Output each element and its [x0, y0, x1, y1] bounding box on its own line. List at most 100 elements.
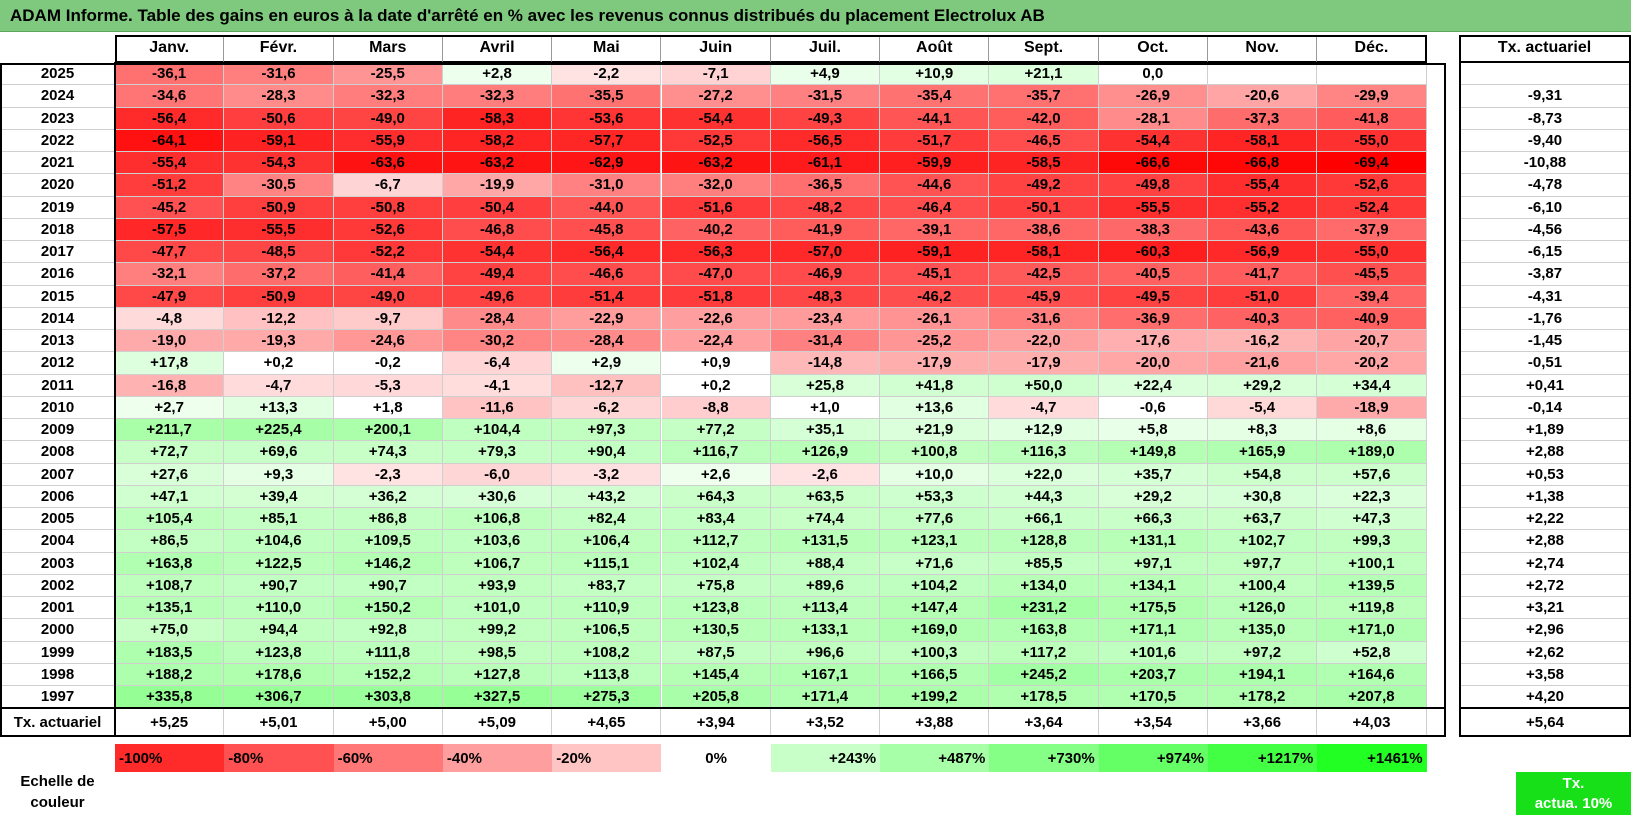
- gain-cell: +170,5: [1098, 686, 1208, 709]
- gain-cell: -22,4: [661, 330, 771, 353]
- gain-cell: +112,7: [661, 530, 771, 553]
- gain-cell: -0,6: [1098, 396, 1208, 419]
- gain-cell: -54,4: [442, 241, 553, 264]
- gain-cell: -40,3: [1208, 307, 1318, 330]
- annual-rate-cell: -1,45: [1459, 330, 1631, 353]
- gain-cell: -41,9: [770, 218, 881, 241]
- gain-cell: +128,8: [989, 530, 1099, 553]
- year-label: 1997: [0, 686, 115, 709]
- gain-cell: +94,4: [224, 619, 334, 642]
- year-label: 2019: [0, 197, 115, 219]
- gain-cell: -56,4: [552, 241, 662, 264]
- gain-cell: -6,4: [442, 352, 553, 375]
- legend-tx-line1: Tx.: [1562, 775, 1585, 792]
- gain-cell: -46,5: [989, 129, 1099, 152]
- gain-cell: +41,8: [880, 374, 990, 397]
- gain-cell: -61,1: [770, 152, 881, 175]
- gain-cell: -30,5: [224, 174, 334, 197]
- gain-cell: +146,2: [333, 552, 443, 575]
- year-label: 2015: [0, 286, 115, 308]
- gain-cell: +2,9: [552, 352, 662, 375]
- gain-cell: +126,0: [1208, 597, 1318, 620]
- gain-cell: +117,2: [989, 641, 1099, 664]
- gain-cell: -19,0: [115, 330, 225, 353]
- year-label: 2001: [0, 597, 115, 620]
- gain-cell: -49,5: [1098, 285, 1208, 308]
- gain-cell: -38,6: [989, 218, 1099, 241]
- gain-cell: -19,9: [442, 174, 553, 197]
- gain-cell: -39,4: [1317, 285, 1427, 308]
- gain-cell: +199,2: [880, 686, 990, 709]
- gain-cell: +36,2: [333, 485, 443, 508]
- gain-cell: -58,2: [442, 129, 553, 152]
- gain-cell: +163,8: [989, 619, 1099, 642]
- gain-cell: +22,3: [1317, 485, 1427, 508]
- gain-cell: +8,3: [1208, 419, 1318, 442]
- annual-rate-cell: +2,96: [1459, 619, 1631, 642]
- annual-rate-cell: -10,88: [1459, 152, 1631, 175]
- gain-cell: -37,9: [1317, 218, 1427, 241]
- gain-cell: +83,4: [661, 508, 771, 531]
- summary-rate-cell: +3,88: [880, 708, 990, 738]
- gain-cell: -31,6: [224, 63, 334, 86]
- summary-rate-cell: +3,54: [1098, 708, 1208, 738]
- summary-rate-cell: +5,01: [224, 708, 334, 738]
- gain-cell: +171,0: [1317, 619, 1427, 642]
- gain-cell: +2,8: [442, 63, 553, 86]
- gain-cell: -20,6: [1208, 85, 1318, 108]
- gain-cell: +103,6: [442, 530, 553, 553]
- gain-cell: +98,5: [442, 641, 553, 664]
- gain-cell: +188,2: [115, 663, 225, 686]
- year-label: 2022: [0, 130, 115, 152]
- gain-cell: +69,6: [224, 441, 334, 464]
- year-label: 2008: [0, 441, 115, 464]
- year-label: 2016: [0, 263, 115, 286]
- color-scale-step: -60%: [333, 744, 443, 772]
- gain-cell: -32,3: [442, 85, 553, 108]
- year-label: 2012: [0, 352, 115, 375]
- gain-cell: -21,6: [1208, 352, 1318, 375]
- gain-cell: -29,9: [1317, 85, 1427, 108]
- gain-cell: -54,3: [224, 152, 334, 175]
- gain-cell: -49,4: [442, 263, 553, 286]
- gain-cell: +105,4: [115, 508, 225, 531]
- gain-cell: -20,0: [1098, 352, 1208, 375]
- gain-cell: +43,2: [552, 485, 662, 508]
- gain-cell: -66,8: [1208, 152, 1318, 175]
- gain-cell: -4,7: [989, 396, 1099, 419]
- gain-cell: -14,8: [770, 352, 881, 375]
- gain-cell: -45,2: [115, 196, 225, 219]
- gain-cell: -57,5: [115, 218, 225, 241]
- gain-cell: -39,1: [880, 218, 990, 241]
- gain-cell: +47,1: [115, 485, 225, 508]
- gain-cell: -58,1: [1208, 129, 1318, 152]
- gain-cell: -46,6: [552, 263, 662, 286]
- gain-cell: -6,0: [442, 463, 553, 486]
- gain-cell: +74,3: [333, 441, 443, 464]
- gain-cell: -0,2: [333, 352, 443, 375]
- gain-cell: -36,1: [113, 61, 226, 87]
- summary-rate-cell: +4,65: [552, 708, 662, 738]
- gain-cell: +123,1: [880, 530, 990, 553]
- annual-rate-header: Tx. actuariel: [1459, 35, 1631, 63]
- gain-cell: +97,2: [1208, 641, 1318, 664]
- gain-cell: -20,2: [1317, 352, 1427, 375]
- gain-cell: -56,5: [770, 129, 881, 152]
- gain-cell: -52,6: [333, 218, 443, 241]
- gain-cell: +21,1: [989, 63, 1099, 86]
- gain-cell: +152,2: [333, 663, 443, 686]
- gain-cell: +100,1: [1317, 552, 1427, 575]
- gain-cell: -50,9: [224, 196, 334, 219]
- summary-row-label: Tx. actuariel: [0, 708, 115, 738]
- gain-cell: -49,2: [989, 174, 1099, 197]
- gain-cell: +96,6: [770, 641, 881, 664]
- gain-cell: -7,1: [661, 63, 771, 86]
- summary-rate-cell: +3,94: [661, 708, 771, 738]
- gain-cell: -31,5: [770, 85, 881, 108]
- gain-cell: +130,5: [661, 619, 771, 642]
- gain-cell: -58,1: [989, 241, 1099, 264]
- gain-cell: +86,5: [115, 530, 225, 553]
- gain-cell: +90,7: [224, 574, 334, 597]
- gain-cell: +90,7: [333, 574, 443, 597]
- month-header: Janv.: [115, 35, 225, 63]
